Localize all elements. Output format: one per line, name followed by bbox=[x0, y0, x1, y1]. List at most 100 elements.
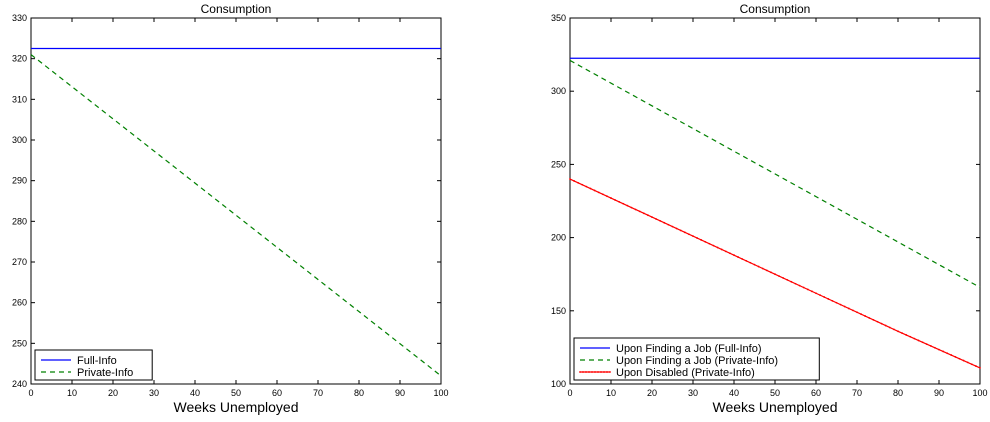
series-marker bbox=[589, 187, 592, 190]
y-tick-label: 240 bbox=[12, 379, 27, 389]
series-marker bbox=[852, 309, 854, 312]
series-line-2 bbox=[569, 59, 981, 288]
y-tick-label: 320 bbox=[12, 54, 27, 64]
x-tick-label: 90 bbox=[934, 388, 944, 398]
y-tick-label: 280 bbox=[12, 216, 27, 226]
series-marker bbox=[946, 352, 949, 355]
series-marker bbox=[601, 193, 604, 196]
series-marker bbox=[745, 259, 748, 262]
series-marker bbox=[761, 267, 764, 270]
legend-swatch-marker bbox=[603, 371, 605, 373]
series-marker bbox=[700, 239, 703, 241]
series-marker bbox=[757, 265, 760, 268]
series-marker bbox=[868, 317, 871, 319]
y-tick-label: 150 bbox=[551, 306, 566, 316]
series-marker bbox=[683, 231, 686, 234]
series-marker bbox=[765, 269, 768, 272]
y-tick-label: 300 bbox=[12, 135, 27, 145]
x-tick-label: 0 bbox=[567, 388, 572, 398]
series-marker bbox=[847, 307, 850, 310]
series-marker bbox=[802, 286, 805, 289]
series-marker bbox=[663, 221, 666, 224]
y-tick-label: 290 bbox=[12, 176, 27, 186]
x-tick-label: 20 bbox=[647, 388, 657, 398]
legend-swatch-marker bbox=[606, 371, 608, 373]
plot-area bbox=[30, 17, 442, 385]
x-tick-label: 10 bbox=[606, 388, 616, 398]
series-marker bbox=[794, 282, 797, 285]
series-marker bbox=[610, 197, 612, 199]
legend-swatch-marker bbox=[594, 371, 596, 373]
series-marker bbox=[917, 339, 920, 342]
y-tick-label: 250 bbox=[551, 159, 566, 169]
series-marker bbox=[811, 290, 813, 293]
y-tick-label: 200 bbox=[551, 233, 566, 243]
x-tick-label: 100 bbox=[972, 388, 987, 398]
series-marker bbox=[827, 298, 830, 300]
y-tick-label: 250 bbox=[12, 338, 27, 348]
series-marker bbox=[729, 252, 731, 255]
series-marker bbox=[962, 359, 965, 362]
legend-swatch-marker bbox=[600, 371, 602, 373]
series-marker bbox=[593, 189, 596, 192]
x-tick-label: 80 bbox=[354, 388, 364, 398]
series-marker bbox=[798, 284, 801, 287]
legend-swatch-marker bbox=[582, 371, 584, 373]
series-marker bbox=[577, 181, 580, 184]
series-marker bbox=[778, 275, 780, 278]
legend-swatch-marker bbox=[591, 371, 593, 373]
series-marker bbox=[733, 254, 735, 257]
series-marker bbox=[782, 277, 785, 279]
series-marker bbox=[905, 334, 908, 336]
legend-swatch-marker bbox=[585, 371, 587, 373]
y-tick-label: 270 bbox=[12, 257, 27, 267]
series-marker bbox=[737, 256, 739, 258]
legend-swatch-marker bbox=[588, 371, 590, 373]
series-marker bbox=[958, 357, 961, 360]
legend-swatch-marker bbox=[597, 371, 599, 373]
chart-1: 0 10 20 30 40 50 60 70 80 90 100 240 250 260 270 280 290… bbox=[12, 2, 449, 415]
series-marker bbox=[774, 273, 776, 276]
legend-swatch-marker bbox=[579, 371, 581, 373]
chart-2: 0 10 20 30 40 50 60 70 80 90 100 100 150 200 250 300 350… bbox=[551, 2, 988, 415]
series-marker bbox=[618, 200, 621, 203]
y-tick-label: 330 bbox=[12, 13, 27, 23]
series-marker bbox=[667, 223, 670, 226]
series-marker bbox=[614, 199, 616, 201]
plot-area bbox=[569, 17, 981, 385]
series-marker bbox=[975, 365, 977, 367]
legend-label: Private-Info bbox=[77, 367, 133, 379]
y-tick-label: 310 bbox=[12, 94, 27, 104]
series-marker bbox=[704, 240, 707, 243]
series-marker bbox=[626, 204, 629, 207]
series-marker bbox=[647, 214, 649, 217]
series-marker bbox=[659, 220, 662, 222]
series-marker bbox=[901, 332, 903, 335]
series-line-2 bbox=[30, 54, 442, 377]
series-marker bbox=[630, 206, 633, 209]
series-marker bbox=[790, 280, 793, 283]
series-marker bbox=[929, 345, 932, 347]
series-marker bbox=[720, 248, 723, 251]
x-axis-label: Weeks Unemployed bbox=[173, 399, 298, 415]
y-tick-label: 350 bbox=[551, 13, 566, 23]
series-marker bbox=[979, 366, 981, 369]
series-marker bbox=[938, 348, 940, 351]
series-marker bbox=[634, 208, 637, 211]
y-tick-label: 100 bbox=[551, 379, 566, 389]
series-marker bbox=[622, 202, 625, 205]
x-tick-label: 20 bbox=[108, 388, 118, 398]
y-tick-label: 260 bbox=[12, 298, 27, 308]
x-tick-label: 50 bbox=[770, 388, 780, 398]
series-marker bbox=[831, 299, 834, 302]
series-marker bbox=[872, 318, 875, 321]
legend: Upon Finding a Job (Full-Info)Upon Findi… bbox=[573, 337, 820, 381]
series-marker bbox=[712, 244, 715, 247]
series-marker bbox=[856, 311, 858, 314]
x-tick-label: 80 bbox=[893, 388, 903, 398]
series-marker bbox=[655, 218, 657, 220]
legend-box bbox=[573, 337, 820, 381]
series-marker bbox=[925, 343, 928, 346]
